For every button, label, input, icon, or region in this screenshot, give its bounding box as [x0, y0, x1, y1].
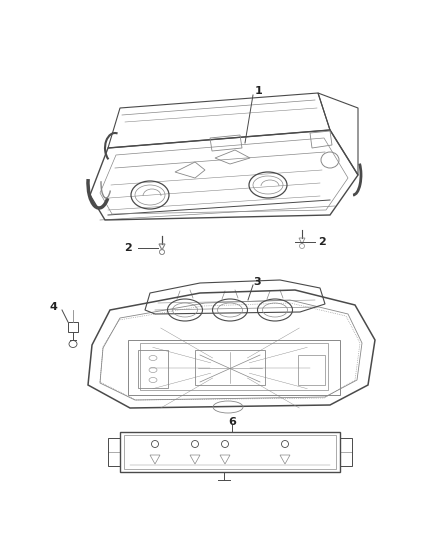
- Text: 1: 1: [255, 86, 263, 96]
- Text: 2: 2: [318, 237, 326, 247]
- Text: 2: 2: [124, 243, 132, 253]
- Text: 6: 6: [228, 417, 236, 427]
- Text: 4: 4: [50, 302, 58, 312]
- Text: 3: 3: [253, 277, 261, 287]
